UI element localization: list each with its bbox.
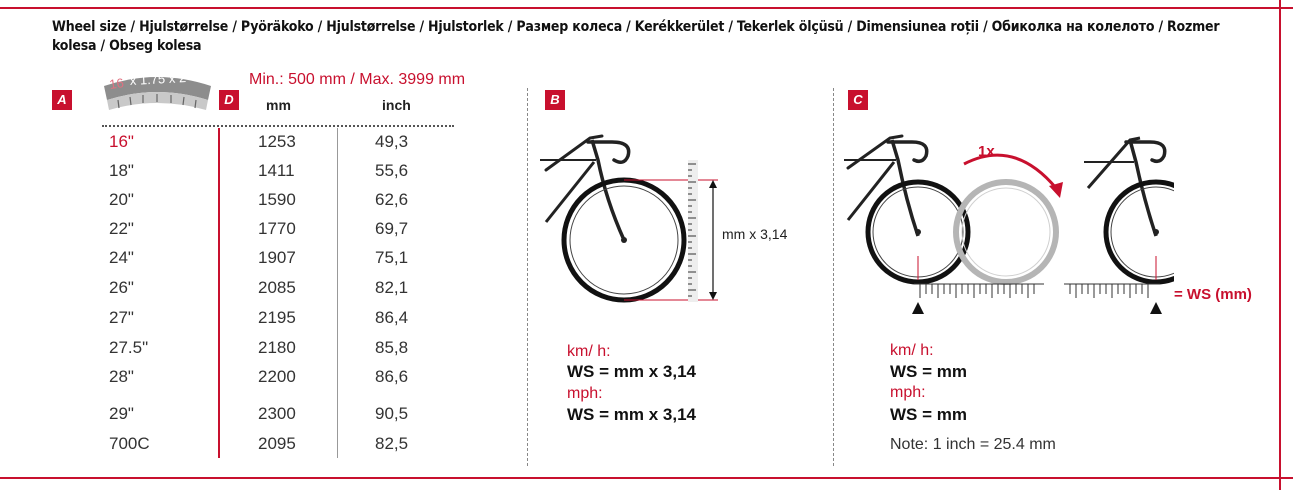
table-cell-inch: 82,5: [375, 434, 409, 453]
badge-a: A: [52, 90, 72, 110]
table-cell-size: 700C: [109, 434, 150, 453]
section-divider: [833, 88, 834, 466]
rotation-label: 1x: [978, 143, 995, 160]
top-rule: [0, 7, 1293, 9]
table-header-divider: [102, 125, 454, 127]
table-cell-size: 29": [109, 404, 134, 423]
table-cell-inch: 62,6: [375, 190, 409, 209]
table-cell-inch: 75,1: [375, 248, 409, 267]
column-header-mm: mm: [266, 97, 291, 113]
table-cell-inch: 85,8: [375, 338, 409, 357]
section-divider: [527, 88, 528, 466]
table-cell-size: 26": [109, 278, 134, 297]
table-cell-size: 22": [109, 219, 134, 238]
bicycle-front-wheel-diagram: [540, 134, 718, 303]
table-cell-inch: 86,6: [375, 367, 409, 386]
mph-formula-c: WS = mm: [890, 405, 967, 424]
table-cell-mm: 1907: [258, 248, 296, 267]
table-cell-size: 20": [109, 190, 134, 209]
kmh-label-b: km/ h:: [567, 343, 611, 360]
table-cell-mm: 2085: [258, 278, 296, 297]
table-cell-inch: 86,4: [375, 308, 409, 327]
column-header-inch: inch: [382, 97, 411, 113]
table-cell-mm: 1411: [258, 161, 295, 180]
table-cell-size: 28": [109, 367, 134, 386]
table-grey-divider: [337, 128, 338, 458]
table-cell-size: 24": [109, 248, 134, 267]
wheel-rollout-diagram: [844, 134, 1174, 314]
range-label: Min.: 500 mm / Max. 3999 mm: [249, 71, 466, 88]
table-cell-mm: 2195: [258, 308, 296, 327]
table-cell-inch: 49,3: [375, 132, 409, 151]
tire-label-dims: x 1.75 x 2: [129, 70, 186, 88]
tire-label-size: 16: [108, 75, 124, 92]
kmh-label-c: km/ h:: [890, 342, 934, 359]
tire-sidewall-icon: 16 x 1.75 x 2: [104, 70, 211, 110]
table-cell-mm: 1770: [258, 219, 296, 238]
table-cell-mm: 2180: [258, 338, 296, 357]
table-cell-inch: 90,5: [375, 404, 409, 423]
badge-c: C: [848, 90, 868, 110]
table-cell-size: 27.5": [109, 338, 149, 357]
measure-label: mm x 3,14: [722, 226, 788, 242]
kmh-formula-b: WS = mm x 3,14: [567, 362, 696, 381]
table-cell-mm: 2095: [258, 434, 296, 453]
table-cell-inch: 69,7: [375, 219, 409, 238]
table-cell-inch: 55,6: [375, 161, 409, 180]
badge-b: B: [545, 90, 565, 110]
table-cell-size: 27": [109, 308, 134, 327]
mph-label-c: mph:: [890, 384, 926, 401]
table-red-divider: [218, 128, 220, 458]
table-cell-mm: 2300: [258, 404, 296, 423]
table-cell-size: 18": [109, 161, 134, 180]
mph-label-b: mph:: [567, 385, 603, 402]
result-label: = WS (mm): [1174, 286, 1252, 303]
kmh-formula-c: WS = mm: [890, 362, 967, 381]
table-cell-mm: 2200: [258, 367, 296, 386]
table-cell-inch: 82,1: [375, 278, 409, 297]
right-rule: [1279, 0, 1281, 490]
table-cell-mm: 1590: [258, 190, 296, 209]
page-title: Wheel size / Hjulstørrelse / Pyöräkoko /…: [52, 19, 1220, 54]
table-cell-mm: 1253: [258, 132, 296, 151]
unit-note: Note: 1 inch = 25.4 mm: [890, 436, 1056, 453]
table-cell-size: 16": [109, 132, 134, 151]
bottom-rule: [0, 477, 1293, 479]
badge-d: D: [219, 90, 239, 110]
mph-formula-b: WS = mm x 3,14: [567, 405, 696, 424]
